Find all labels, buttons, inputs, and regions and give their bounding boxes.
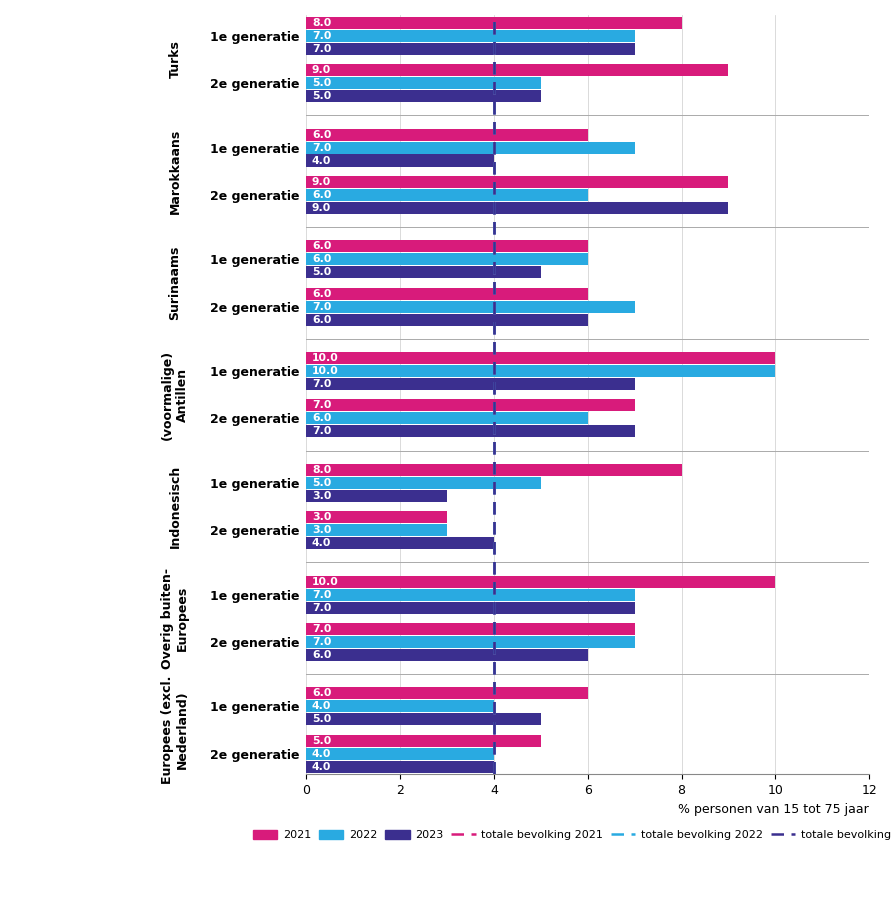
Text: 6.0: 6.0 xyxy=(312,650,331,660)
Text: 8.0: 8.0 xyxy=(312,17,331,28)
Text: 5.0: 5.0 xyxy=(312,714,331,724)
Bar xyxy=(306,176,729,187)
Text: 7.0: 7.0 xyxy=(312,590,331,599)
Bar xyxy=(306,352,775,364)
Bar xyxy=(306,425,634,437)
Text: 6.0: 6.0 xyxy=(312,130,331,140)
Bar xyxy=(306,77,541,89)
Bar xyxy=(306,761,494,773)
Text: 7.0: 7.0 xyxy=(312,301,331,312)
Text: 7.0: 7.0 xyxy=(312,44,331,54)
Text: Overig buiten-
Europees: Overig buiten- Europees xyxy=(161,568,189,669)
Text: 5.0: 5.0 xyxy=(312,478,331,488)
Bar xyxy=(306,29,634,42)
Text: 8.0: 8.0 xyxy=(312,465,331,475)
Bar xyxy=(306,537,494,550)
Text: 3.0: 3.0 xyxy=(312,491,331,501)
Bar xyxy=(306,649,588,661)
Bar xyxy=(306,90,541,102)
Bar xyxy=(306,748,494,760)
Text: 7.0: 7.0 xyxy=(312,401,331,411)
Text: 4.0: 4.0 xyxy=(312,762,331,772)
Text: 9.0: 9.0 xyxy=(312,65,331,75)
Bar xyxy=(306,490,447,502)
Bar xyxy=(306,154,494,166)
Bar xyxy=(306,700,494,712)
Bar xyxy=(306,464,681,476)
Text: 6.0: 6.0 xyxy=(312,190,331,199)
Text: 10.0: 10.0 xyxy=(312,576,339,586)
Text: 9.0: 9.0 xyxy=(312,203,331,213)
Bar xyxy=(306,623,634,635)
Bar xyxy=(306,254,588,266)
Text: 7.0: 7.0 xyxy=(312,624,331,634)
Bar xyxy=(306,129,588,141)
Bar xyxy=(306,602,634,614)
Bar xyxy=(306,524,447,536)
Text: Europees (excl.
Nederland): Europees (excl. Nederland) xyxy=(161,675,189,784)
Text: 7.0: 7.0 xyxy=(312,603,331,613)
Text: 7.0: 7.0 xyxy=(312,142,331,153)
Text: 3.0: 3.0 xyxy=(312,525,331,535)
Bar xyxy=(306,64,729,76)
Text: 5.0: 5.0 xyxy=(312,91,331,101)
Bar xyxy=(306,511,447,523)
Text: 4.0: 4.0 xyxy=(312,749,331,759)
Text: 6.0: 6.0 xyxy=(312,414,331,424)
Bar xyxy=(306,365,775,377)
Text: 7.0: 7.0 xyxy=(312,30,331,40)
Bar xyxy=(306,588,634,601)
Bar xyxy=(306,17,681,28)
Bar xyxy=(306,202,729,214)
Text: 5.0: 5.0 xyxy=(312,736,331,745)
Text: 7.0: 7.0 xyxy=(312,426,331,437)
Text: 7.0: 7.0 xyxy=(312,637,331,647)
Text: 3.0: 3.0 xyxy=(312,512,331,522)
Bar xyxy=(306,288,588,300)
Text: Turks: Turks xyxy=(169,40,181,78)
Text: 6.0: 6.0 xyxy=(312,289,331,299)
Text: 4.0: 4.0 xyxy=(312,701,331,711)
Bar xyxy=(306,42,634,55)
Bar xyxy=(306,378,634,390)
Text: Surinaams: Surinaams xyxy=(169,245,181,320)
Bar xyxy=(306,267,541,278)
Bar xyxy=(306,687,588,699)
Bar xyxy=(306,142,634,153)
Text: 6.0: 6.0 xyxy=(312,688,331,698)
Bar xyxy=(306,734,541,747)
Text: 10.0: 10.0 xyxy=(312,366,339,376)
Text: 4.0: 4.0 xyxy=(312,155,331,165)
Bar xyxy=(306,301,634,312)
Bar xyxy=(306,575,775,587)
Text: 6.0: 6.0 xyxy=(312,314,331,324)
Text: 10.0: 10.0 xyxy=(312,353,339,363)
Bar xyxy=(306,636,634,648)
Bar xyxy=(306,400,634,412)
Text: 7.0: 7.0 xyxy=(312,379,331,389)
Text: 5.0: 5.0 xyxy=(312,78,331,88)
Text: 6.0: 6.0 xyxy=(312,242,331,251)
Bar xyxy=(306,313,588,325)
X-axis label: % personen van 15 tot 75 jaar: % personen van 15 tot 75 jaar xyxy=(679,802,869,816)
Bar xyxy=(306,188,588,201)
Text: (voormalige)
Antillen: (voormalige) Antillen xyxy=(161,349,189,440)
Bar xyxy=(306,477,541,489)
Text: Indonesisch: Indonesisch xyxy=(169,465,181,548)
Text: 5.0: 5.0 xyxy=(312,267,331,278)
Bar xyxy=(306,413,588,425)
Text: Marokkaans: Marokkaans xyxy=(169,129,181,214)
Text: 4.0: 4.0 xyxy=(312,539,331,548)
Legend: 2021, 2022, 2023, totale bevolking 2021, totale bevolking 2022, totale bevolking: 2021, 2022, 2023, totale bevolking 2021,… xyxy=(249,825,892,845)
Bar xyxy=(306,713,541,725)
Text: 6.0: 6.0 xyxy=(312,255,331,265)
Text: 9.0: 9.0 xyxy=(312,176,331,187)
Bar xyxy=(306,240,588,253)
